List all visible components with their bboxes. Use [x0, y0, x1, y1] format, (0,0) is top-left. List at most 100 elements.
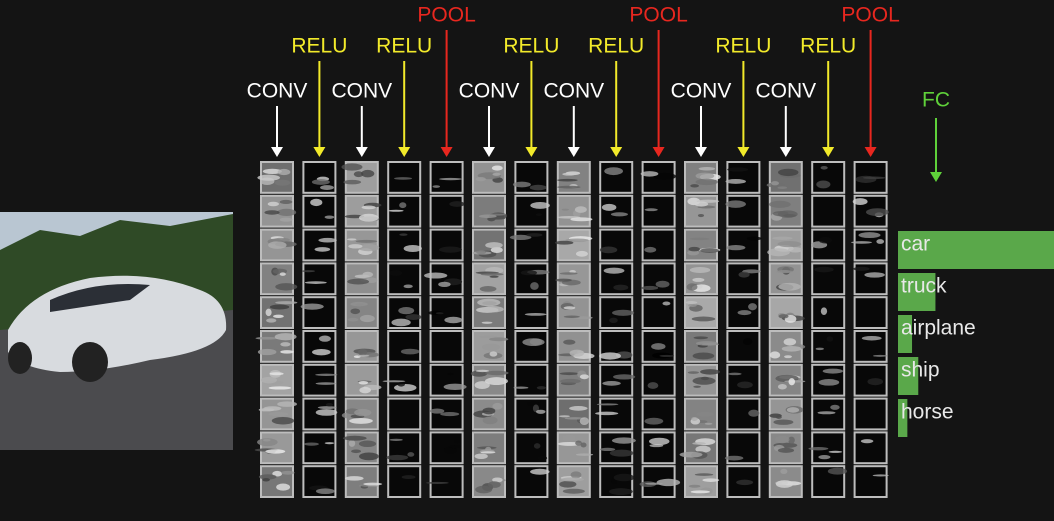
arrow-head [398, 147, 411, 157]
activation [565, 238, 589, 242]
activation [687, 371, 700, 374]
activation [362, 271, 374, 278]
activation [613, 284, 629, 291]
activation [529, 184, 547, 191]
activation [351, 449, 362, 454]
activation [570, 471, 582, 479]
class-label: ship [901, 359, 940, 382]
activation [820, 165, 828, 170]
activation [700, 248, 720, 254]
activation [324, 215, 335, 219]
feature-cell [599, 161, 634, 194]
activation [563, 306, 576, 310]
feature-cell [726, 194, 761, 228]
activation [644, 208, 658, 212]
feature-cell [344, 296, 379, 330]
activation [530, 201, 550, 209]
activation [778, 168, 799, 177]
activation [394, 177, 412, 180]
activation [279, 217, 293, 222]
activation [271, 416, 295, 425]
activation [700, 376, 709, 381]
activation [484, 377, 508, 386]
arrow-head [440, 147, 453, 157]
activation [382, 380, 406, 383]
activation [773, 419, 794, 425]
activation [784, 355, 792, 359]
activation [274, 179, 291, 186]
activation [535, 213, 543, 217]
activation [579, 417, 589, 426]
activation [700, 369, 721, 375]
activation [609, 317, 618, 324]
activation [439, 177, 463, 181]
activation [653, 172, 677, 180]
activation [279, 199, 293, 204]
activation [695, 172, 715, 180]
activation [862, 176, 886, 180]
activation [475, 485, 493, 494]
feature-cell [811, 161, 846, 194]
activation [348, 244, 363, 249]
feature-cell [726, 465, 761, 499]
layer-label: CONV [459, 80, 520, 103]
activation [772, 236, 793, 240]
activation [304, 281, 327, 284]
activation [595, 411, 619, 416]
activation [346, 238, 357, 241]
activation [526, 401, 540, 406]
feature-cell [514, 397, 549, 431]
feature-cell [853, 431, 888, 465]
layer-label: RELU [588, 35, 644, 58]
activation [580, 442, 587, 448]
feature-cell [302, 330, 337, 363]
activation [563, 339, 576, 345]
activation [258, 474, 277, 480]
activation [403, 244, 422, 253]
feature-cell [260, 431, 294, 465]
activation [449, 201, 465, 207]
activation [357, 348, 368, 356]
activation [611, 437, 636, 444]
activation [820, 307, 828, 315]
feature-cell [726, 161, 761, 194]
activation [272, 470, 283, 477]
activation [388, 209, 404, 212]
activation [482, 407, 496, 415]
activation [651, 343, 666, 350]
feature-cell [641, 397, 676, 431]
activation [702, 478, 720, 482]
activation [485, 446, 492, 452]
activation [389, 438, 403, 441]
activation [695, 178, 718, 186]
activation [771, 181, 779, 186]
activation [481, 321, 493, 324]
feature-cell [726, 228, 761, 262]
feature-cell [641, 228, 676, 262]
activation [575, 440, 582, 446]
activation [641, 285, 659, 290]
arrow-head [864, 147, 877, 157]
activation [426, 481, 449, 484]
activation [398, 307, 415, 315]
activation [315, 382, 337, 385]
activation [492, 402, 503, 410]
activation [853, 266, 870, 271]
activation [530, 468, 550, 475]
activation [530, 282, 539, 290]
activation [479, 335, 498, 338]
activation [315, 409, 338, 416]
class-label: horse [901, 401, 954, 424]
activation [778, 282, 801, 291]
layer-label: CONV [247, 80, 308, 103]
feature-cell [260, 465, 294, 499]
activation [304, 442, 319, 446]
layer-label: RELU [715, 35, 771, 58]
activation [822, 368, 844, 374]
activation [861, 335, 882, 341]
activation [780, 468, 788, 475]
layer-label: RELU [291, 35, 347, 58]
activation [561, 208, 570, 211]
activation [612, 309, 635, 316]
feature-cell [387, 397, 422, 431]
